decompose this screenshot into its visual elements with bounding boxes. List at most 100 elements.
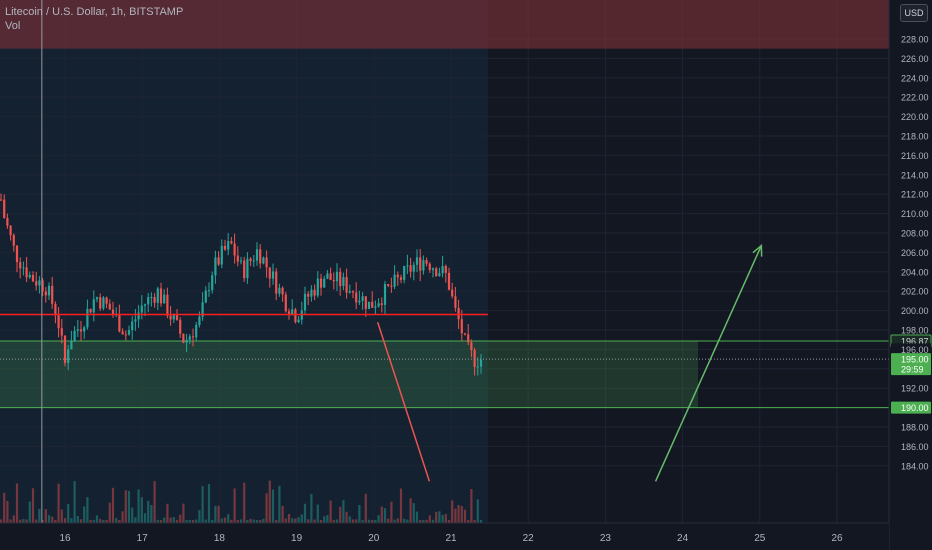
candle: [70, 330, 73, 350]
volume-bar: [143, 513, 147, 523]
candle: [19, 257, 22, 279]
top-resistance-zone: [0, 0, 889, 49]
volume-bar: [441, 514, 444, 523]
volume-bar: [374, 519, 377, 523]
candle: [255, 242, 259, 266]
volume-bar: [41, 519, 44, 523]
volume-bar: [191, 519, 195, 523]
volume-bar: [415, 511, 419, 523]
candle: [105, 296, 108, 309]
volume-bar: [364, 493, 367, 523]
volume-bar: [9, 519, 12, 523]
candle: [271, 263, 275, 285]
time-tick-label: 26: [831, 533, 843, 544]
candle: [89, 308, 92, 314]
price-tick-label: 228.00: [901, 35, 929, 45]
volume-bar: [118, 519, 121, 523]
candle: [31, 271, 35, 283]
volume-bar: [3, 492, 6, 523]
time-tick-label: 25: [754, 533, 766, 544]
volume-bar: [233, 488, 236, 523]
candle: [214, 250, 217, 284]
candle: [291, 299, 294, 316]
candle: [281, 286, 284, 302]
projection-down-arrow[interactable]: [376, 322, 431, 482]
candle: [345, 268, 348, 299]
candle: [275, 268, 278, 301]
volume-bar: [476, 499, 479, 523]
volume-bar: [297, 517, 300, 523]
support-zone[interactable]: [0, 340, 699, 408]
candle: [249, 257, 252, 267]
time-tick-label: 16: [59, 533, 71, 544]
time-axis-panel[interactable]: [0, 523, 889, 550]
candle: [415, 249, 419, 273]
volume-bar: [246, 519, 249, 523]
volume-bar: [335, 519, 339, 523]
price-tick-label: 216.00: [901, 151, 929, 161]
volume-bar: [367, 519, 371, 523]
volume-bar: [300, 514, 303, 523]
volume-bar: [268, 480, 271, 523]
candle: [127, 325, 131, 336]
volume-bar: [19, 519, 22, 523]
volume-bar: [0, 519, 3, 523]
volume-bar: [169, 517, 172, 523]
volume-indicator-label[interactable]: Vol: [5, 20, 21, 32]
volume-bar: [230, 519, 233, 523]
volume-bar: [332, 519, 335, 523]
price-tick-label: 214.00: [901, 170, 929, 180]
currency-button[interactable]: USD: [900, 4, 928, 22]
volume-bar: [291, 518, 294, 523]
volume-bar: [198, 510, 201, 523]
volume-bar: [265, 493, 268, 523]
candle: [6, 213, 9, 229]
candle: [201, 292, 204, 321]
volume-bar: [140, 497, 143, 523]
volume-bar: [25, 519, 28, 523]
volume-bar: [182, 503, 185, 523]
volume-bar: [278, 485, 281, 523]
candle: [140, 295, 143, 320]
volume-bar: [409, 498, 412, 523]
candle: [47, 282, 51, 301]
candle: [303, 286, 307, 315]
volume-bar: [220, 518, 223, 523]
candle: [316, 271, 319, 298]
candle: [57, 307, 60, 338]
volume-bar: [63, 518, 67, 523]
candle: [399, 274, 403, 284]
candle: [252, 254, 255, 267]
volume-bar: [102, 520, 105, 523]
volume-bar: [243, 482, 246, 523]
candle: [463, 333, 467, 336]
volume-bar: [70, 518, 73, 523]
projection-up-arrow[interactable]: [654, 244, 763, 482]
candle: [396, 271, 399, 286]
volume-bar: [211, 519, 214, 523]
volume-bar: [172, 517, 175, 523]
candle: [108, 299, 111, 310]
volume-bar: [473, 519, 476, 523]
volume-bar: [95, 515, 99, 523]
volume-bar: [201, 486, 204, 523]
volume-bar: [239, 519, 243, 523]
volume-bar: [6, 500, 9, 523]
candle: [163, 289, 166, 304]
candle: [265, 250, 268, 278]
volume-bar: [275, 519, 278, 523]
price-label: 196.00: [891, 343, 931, 356]
volume-bar: [467, 519, 470, 523]
candle: [118, 304, 121, 333]
symbol-title[interactable]: Litecoin / U.S. Dollar, 1h, BITSTAMP: [5, 6, 184, 18]
price-axis-panel[interactable]: [889, 0, 932, 550]
grid-lines: [0, 0, 889, 523]
candle: [454, 286, 457, 312]
volume-bar: [111, 487, 115, 523]
volume-bar: [419, 519, 422, 523]
volume-bar: [51, 516, 54, 523]
price-tick-label: 210.00: [901, 209, 929, 219]
candle: [121, 328, 124, 335]
candlesticks: [0, 193, 483, 376]
